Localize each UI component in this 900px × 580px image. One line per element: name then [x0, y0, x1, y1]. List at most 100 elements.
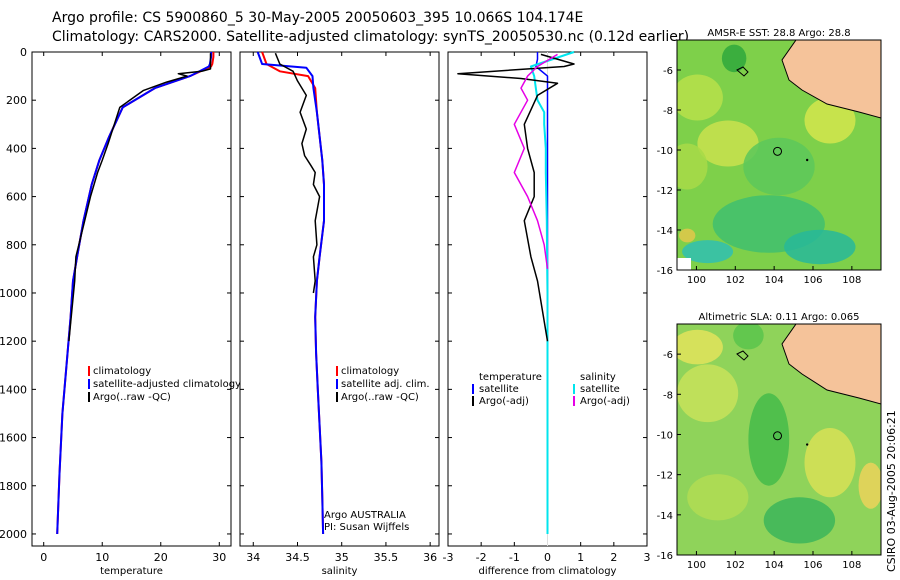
difference-legend-left-label: satellite	[479, 384, 519, 395]
amsr-sst-field-patch	[679, 228, 696, 243]
depth-tick-label: 2000	[0, 528, 27, 541]
difference-legend-right-label: salinity	[580, 372, 616, 383]
amsr-sst-xtick-label: 108	[842, 275, 861, 286]
salinity-annotation: PI: Susan Wijffels	[324, 522, 409, 533]
amsr-sst-ytick-label: -16	[657, 266, 673, 277]
amsr-sst-title: AMSR-E SST: 28.8 Argo: 28.8	[707, 28, 850, 39]
amsr-sst-island-outline	[736, 66, 749, 77]
difference-xtick-label: 1	[577, 551, 584, 564]
altimetric-sla-ytick-label: -16	[657, 551, 673, 562]
amsr-sst-field	[677, 40, 881, 270]
depth-tick-label: 1800	[0, 480, 27, 493]
difference-legend-left-label: Argo(-adj)	[479, 396, 529, 407]
altimetric-sla-island-point	[805, 443, 809, 446]
amsr-sst-field-patch	[677, 74, 723, 121]
temperature-xtick-label: 20	[154, 551, 168, 564]
amsr-sst-field-patch	[804, 97, 856, 144]
difference-xlabel: difference from climatology	[479, 566, 617, 577]
salinity-annotation: Argo AUSTRALIA	[324, 510, 406, 521]
amsr-sst-field-patch	[721, 44, 747, 73]
altimetric-sla-field-patch	[763, 497, 836, 544]
salinity-panel: 34 34.5 35 35.5 36 salinity climatology satelli…	[239, 51, 440, 577]
amsr-sst-frame	[676, 39, 882, 271]
difference-legend-right-label: Argo(-adj)	[580, 396, 630, 407]
amsr-sst-xtick-label: 104	[765, 275, 784, 286]
altimetric-sla-xtick-label: 100	[687, 560, 706, 571]
amsr-sst-xtick-label: 102	[726, 275, 745, 286]
difference-legend-left-label: temperature	[479, 372, 542, 383]
difference-xtick-label: 0	[544, 551, 551, 564]
difference-panel: -3 -2 -1 0 1 2 3 difference from climatology tem…	[443, 51, 651, 577]
altimetric-sla-xtick-label: 102	[726, 560, 745, 571]
amsr-sst-xtick-label: 106	[803, 275, 822, 286]
amsr-sst-ytick-label: -12	[657, 186, 673, 197]
salinity-series-climatology	[261, 51, 325, 535]
amsr-sst-landmass	[781, 40, 881, 119]
salinity-xtick-label: 35.5	[374, 551, 399, 564]
depth-tick-label: 200	[6, 94, 27, 107]
timestamp-label: CSIRO 03-Aug-2005 20:06:21	[885, 410, 898, 572]
altimetric-sla-field-patch	[804, 427, 856, 498]
salinity-xlabel: salinity	[322, 566, 358, 577]
sst-missing-data-patch	[677, 258, 691, 270]
salinity-legend-label: Argo(..raw -QC)	[341, 392, 419, 403]
amsr-sst-ytick-label: -10	[657, 146, 673, 157]
temperature-series-climatology	[56, 52, 215, 535]
altimetric-sla-ytick-label: -14	[657, 511, 673, 522]
temperature-legend-label: Argo(..raw -QC)	[93, 392, 171, 403]
depth-tick-label: 1000	[0, 287, 27, 300]
amsr-sst-field-patch	[697, 120, 759, 167]
amsr-sst-island-point	[805, 158, 809, 162]
temperature-xlabel: temperature	[100, 566, 163, 577]
amsr-sst-field-patch	[743, 137, 815, 196]
depth-tick-label: 800	[6, 239, 27, 252]
salinity-xtick-label: 34	[246, 551, 260, 564]
difference-series-salinity-argo	[513, 53, 558, 270]
temperature-legend-label: climatology	[93, 366, 151, 377]
amsr-sst-field-patch	[677, 143, 708, 190]
salinity-xtick-label: 35	[335, 551, 349, 564]
depth-tick-label: 1200	[0, 335, 27, 348]
difference-xtick-label: 3	[644, 551, 651, 564]
altimetric-sla-field-patch	[677, 364, 739, 423]
altimetric-sla-ytick-label: -10	[657, 430, 673, 441]
amsr-sst-ytick-label: -6	[663, 66, 673, 77]
salinity-legend-label: climatology	[341, 366, 399, 377]
altimetric-sla-field-patch	[687, 474, 749, 521]
salinity-xtick-label: 34.5	[285, 551, 310, 564]
altimetric-sla-field-patch	[858, 462, 881, 509]
altimetric-sla-ytick-label: -6	[663, 350, 673, 361]
temperature-series-satellite	[56, 52, 213, 535]
salinity-legend-label: satellite adj. clim.	[341, 379, 430, 390]
temperature-xtick-label: 30	[212, 551, 226, 564]
altimetric-sla-field-patch	[733, 324, 764, 350]
altimetric-sla-xtick-label: 104	[765, 560, 784, 571]
amsr-sst-field-patch	[682, 240, 734, 264]
altimetric-sla-field-patch	[748, 393, 790, 486]
salinity-xtick-label: 36	[423, 551, 437, 564]
altimetric-sla-island-outline	[736, 350, 749, 361]
difference-series-temperature-satellite	[535, 52, 549, 534]
salinity-series-argo	[274, 52, 321, 294]
depth-tick-label: 1400	[0, 383, 27, 396]
temperature-xtick-label: 10	[95, 551, 109, 564]
sla-map-panel: Altimetric SLA: 0.11 Argo: 0.065 100 102 10…	[657, 312, 882, 571]
altimetric-sla-frame	[676, 323, 882, 556]
depth-tick-label: 600	[6, 191, 27, 204]
difference-series-salinity-satellite	[529, 51, 575, 534]
altimetric-sla-field-patch	[677, 329, 723, 365]
depth-tick-label: 0	[20, 46, 27, 59]
difference-xtick-label: -2	[476, 551, 487, 564]
temperature-frame	[31, 51, 232, 547]
depth-tick-label: 1600	[0, 432, 27, 445]
altimetric-sla-field	[677, 324, 881, 555]
difference-xtick-label: -1	[509, 551, 520, 564]
amsr-sst-ytick-label: -8	[663, 106, 673, 117]
altimetric-sla-xtick-label: 108	[842, 560, 861, 571]
amsr-sst-ytick-label: -14	[657, 226, 673, 237]
difference-xtick-label: -3	[443, 551, 454, 564]
temperature-panel: 0 10 20 30 0 200 400 600 800 1000 1200 1400 1600 1800…	[0, 46, 241, 577]
plot-title-line-1: Argo profile: CS 5900860_5 30-May-2005 2…	[52, 10, 584, 26]
temperature-series-argo	[68, 53, 212, 342]
